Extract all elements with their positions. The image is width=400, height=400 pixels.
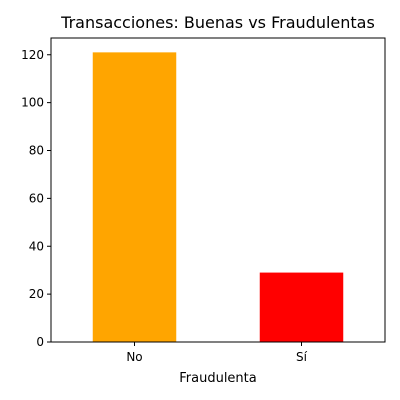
y-tick-label: 40 bbox=[29, 239, 44, 253]
y-tick-label: 20 bbox=[29, 287, 44, 301]
x-axis-label: Fraudulenta bbox=[179, 371, 257, 386]
x-tick-label: Sí bbox=[296, 350, 308, 364]
y-tick-label: 0 bbox=[36, 335, 44, 349]
x-tick-label: No bbox=[126, 350, 142, 364]
bar-si bbox=[259, 272, 344, 342]
chart-title: Transacciones: Buenas vs Fraudulentas bbox=[60, 13, 375, 32]
y-tick-label: 120 bbox=[21, 48, 44, 62]
y-axis: 0 20 40 60 80 100 120 bbox=[21, 48, 51, 349]
y-tick-label: 60 bbox=[29, 191, 44, 205]
x-axis: No Sí bbox=[126, 342, 308, 364]
y-tick-label: 100 bbox=[21, 96, 44, 110]
plot-frame bbox=[50, 37, 386, 343]
bars-group bbox=[92, 52, 344, 342]
y-tick-label: 80 bbox=[29, 144, 44, 158]
bar-no bbox=[92, 52, 177, 342]
